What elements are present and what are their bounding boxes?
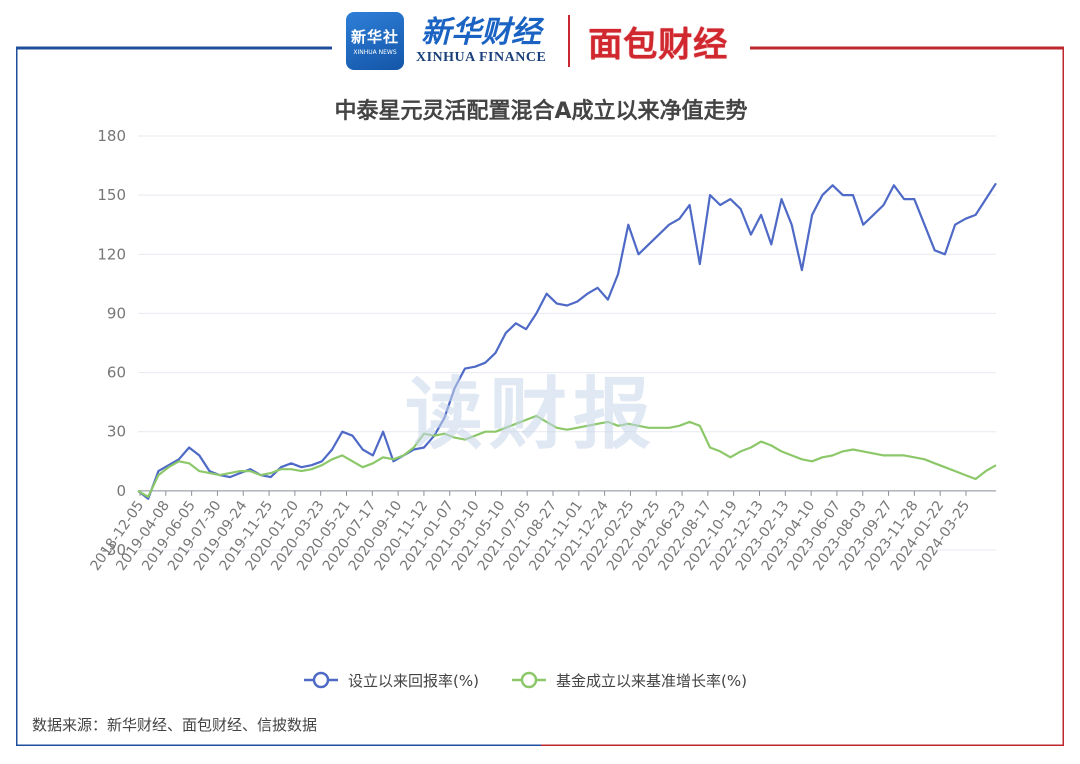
source-note: 数据来源：新华财经、面包财经、信披数据	[32, 716, 318, 734]
legend-marker	[312, 671, 330, 689]
y-tick-label: 60	[107, 364, 126, 382]
legend-label: 基金成立以来基准增长率(%)	[556, 672, 747, 690]
header-logos: 新华社 XINHUA NEWS 新华财经 XINHUA FINANCE 面包财经	[346, 10, 728, 72]
frame-border-left	[16, 46, 541, 746]
chart-title: 中泰星元灵活配置混合A成立以来净值走势	[334, 98, 747, 124]
chart-frame: 中泰星元灵活配置混合A成立以来净值走势 -30 0 30 60 90 120 150 180 20…	[16, 46, 1064, 746]
y-tick-label: 150	[97, 186, 126, 204]
legend-marker	[520, 671, 538, 689]
frame-border-right	[541, 46, 1064, 746]
series-line-benchmark	[137, 414, 997, 498]
xinhua-news-logo-icon: 新华社 XINHUA NEWS	[346, 12, 404, 70]
y-tick-label: 90	[107, 304, 126, 322]
y-tick-label: -30	[102, 541, 127, 559]
mianbao-finance-logo: 面包财经	[588, 24, 729, 65]
logo-divider	[568, 15, 571, 67]
chart-svg: 中泰星元灵活配置混合A成立以来净值走势-30030609012015018020…	[16, 46, 1064, 746]
legend-label: 设立以来回报率(%)	[348, 672, 479, 690]
y-tick-label: 0	[116, 482, 126, 500]
y-tick-label: 120	[97, 245, 126, 263]
y-tick-label: 30	[107, 423, 126, 441]
xinhua-finance-logo: 新华财经 XINHUA FINANCE	[416, 15, 547, 66]
watermark: 读财报	[405, 370, 658, 460]
y-tick-label: 180	[97, 127, 126, 145]
series-line-return	[137, 182, 997, 500]
